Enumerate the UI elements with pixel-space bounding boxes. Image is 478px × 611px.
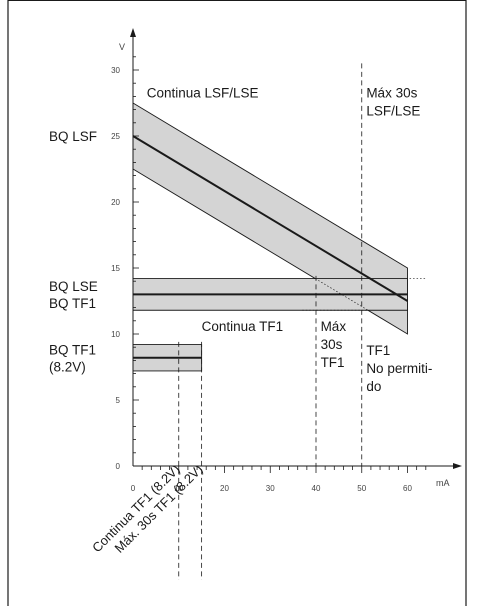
region-label: TF1 xyxy=(321,355,345,370)
x-tick-label: 20 xyxy=(220,484,229,493)
region-label: Continua LSF/LSE xyxy=(147,85,259,100)
x-tick-label: 50 xyxy=(357,484,366,493)
x-tick-label: 40 xyxy=(312,484,321,493)
x-tick-label: 30 xyxy=(266,484,275,493)
x-axis-unit: mA xyxy=(436,478,450,488)
y-origin-label: 0 xyxy=(116,462,121,471)
region-label: Continua TF1 xyxy=(202,319,284,334)
band-label: BQ TF1 xyxy=(49,342,96,357)
band-label: BQ LSE xyxy=(49,279,98,294)
x-tick-label: 60 xyxy=(403,484,412,493)
y-tick-label: 25 xyxy=(111,132,120,141)
region-label: do xyxy=(366,379,381,394)
region-label: TF1 xyxy=(366,343,390,358)
region-label: Máx 30s xyxy=(366,85,417,100)
y-tick-label: 30 xyxy=(111,66,120,75)
y-axis-arrow xyxy=(130,28,136,37)
region-label: Máx xyxy=(321,319,347,334)
region-label: 30s xyxy=(321,337,343,352)
y-tick-label: 20 xyxy=(111,198,120,207)
band-label: BQ TF1 xyxy=(49,296,96,311)
y-tick-label: 5 xyxy=(116,396,121,405)
band-label: (8.2V) xyxy=(49,359,86,374)
x-origin-label: 0 xyxy=(131,484,136,493)
center-line-0 xyxy=(133,136,408,301)
band-label: BQ LSF xyxy=(49,129,97,144)
y-axis-unit: V xyxy=(119,42,125,52)
region-label: No permiti- xyxy=(366,361,432,376)
y-tick-label: 10 xyxy=(111,330,120,339)
y-tick-label: 15 xyxy=(111,264,120,273)
x-axis-arrow xyxy=(453,463,462,469)
region-label: LSF/LSE xyxy=(366,103,420,118)
